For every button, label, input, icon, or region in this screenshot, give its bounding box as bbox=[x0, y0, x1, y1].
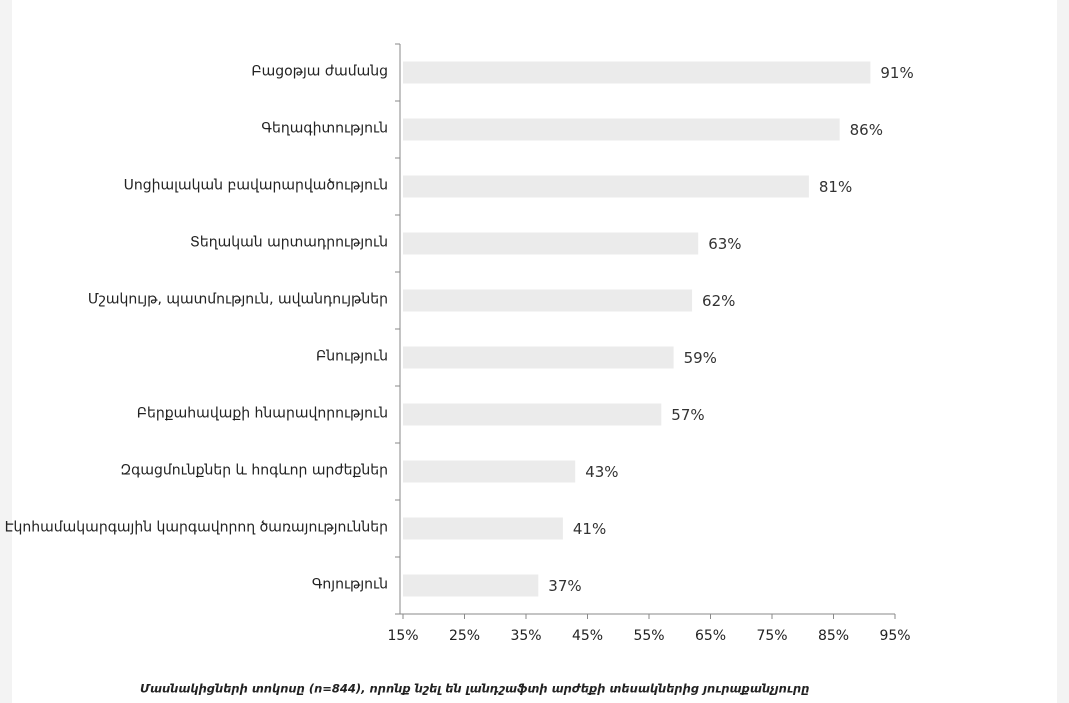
value-label: 59% bbox=[684, 349, 717, 367]
x-tick-label: 15% bbox=[387, 628, 418, 644]
bar bbox=[403, 575, 538, 597]
y-tick-label: Բացօթյա ժամանց bbox=[251, 64, 388, 80]
bar bbox=[403, 518, 563, 540]
value-label: 37% bbox=[548, 577, 581, 595]
bar bbox=[403, 461, 575, 483]
bar bbox=[403, 404, 661, 426]
y-tick-label: Գոյություն bbox=[312, 577, 388, 593]
value-label: 86% bbox=[850, 121, 883, 139]
bar bbox=[403, 233, 698, 255]
bar bbox=[403, 290, 692, 312]
value-label: 43% bbox=[585, 463, 618, 481]
caption: Մասնակիցների տոկոսը (n=844), որոնք նշել … bbox=[140, 682, 809, 696]
bar bbox=[403, 62, 870, 84]
bar bbox=[403, 176, 809, 198]
x-tick-label: 45% bbox=[572, 628, 603, 644]
x-tick-label: 85% bbox=[818, 628, 849, 644]
x-tick-label: 95% bbox=[879, 628, 910, 644]
value-label: 63% bbox=[708, 235, 741, 253]
value-label: 57% bbox=[671, 406, 704, 424]
y-tick-label: Տեղական արտադրություն bbox=[190, 235, 388, 251]
y-tick-label: Էկոհամակարգային կարգավորող ծառայությունն… bbox=[5, 520, 388, 536]
y-tick-label: Բնություն bbox=[316, 349, 388, 365]
bar bbox=[403, 347, 674, 369]
bar bbox=[403, 119, 840, 141]
x-tick-label: 75% bbox=[756, 628, 787, 644]
x-tick-label: 35% bbox=[510, 628, 541, 644]
y-tick-label: Գեղագիտություն bbox=[261, 121, 388, 137]
chart: Մասնակիցների տոկոսը (n=844), որոնք նշել … bbox=[0, 0, 1069, 703]
x-tick-label: 25% bbox=[449, 628, 480, 644]
x-tick-label: 65% bbox=[695, 628, 726, 644]
y-tick-label: Զգացմունքներ և հոգևոր արժեքներ bbox=[120, 463, 388, 479]
y-tick-label: Բերքահավաքի հնարավորություն bbox=[137, 406, 388, 422]
value-label: 81% bbox=[819, 178, 852, 196]
value-label: 62% bbox=[702, 292, 735, 310]
y-tick-label: Սոցիալական բավարարվածություն bbox=[124, 178, 388, 194]
value-label: 91% bbox=[880, 64, 913, 82]
value-label: 41% bbox=[573, 520, 606, 538]
y-tick-label: Մշակույթ, պատմություն, ավանդույթներ bbox=[88, 292, 388, 308]
x-tick-label: 55% bbox=[633, 628, 664, 644]
